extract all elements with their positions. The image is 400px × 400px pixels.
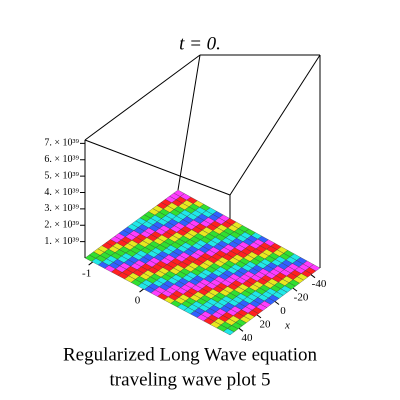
- x-tick-label: 20: [260, 318, 272, 330]
- x-tick: [274, 301, 280, 305]
- z-tick-label: 1. × 10³⁹: [44, 236, 79, 247]
- z-tick-label: 6. × 10³⁹: [44, 154, 79, 165]
- y-tick-label: -1: [82, 268, 91, 280]
- z-tick-label: 3. × 10³⁹: [44, 203, 79, 214]
- z-tick-label: 2. × 10³⁹: [44, 220, 79, 231]
- box-frame: [84, 54, 321, 335]
- x-tick-label: -20: [294, 292, 309, 304]
- x-tick: [292, 287, 298, 292]
- surface-cell: [223, 328, 235, 336]
- y-tick: [139, 288, 144, 293]
- x-tick: [256, 314, 262, 319]
- x-axis-label: x: [284, 320, 290, 332]
- x-tick-label: -40: [312, 278, 327, 290]
- y-tick-label: 0: [135, 295, 141, 307]
- surface: [84, 189, 321, 336]
- x-tick: [238, 327, 244, 332]
- z-tick-label: 7. × 10³⁹: [44, 138, 79, 149]
- x-tick-label: 40: [242, 332, 254, 344]
- z-tick-label: 5. × 10³⁹: [44, 170, 79, 181]
- z-tick-label: 4. × 10³⁹: [44, 187, 79, 198]
- caption-line: Regularized Long Wave equation: [63, 344, 318, 365]
- caption-line: traveling wave plot 5: [110, 369, 271, 390]
- x-tick: [310, 274, 316, 279]
- x-tick-label: 0: [280, 305, 286, 317]
- y-tick: [88, 261, 93, 266]
- chart-title: t = 0.: [179, 33, 221, 54]
